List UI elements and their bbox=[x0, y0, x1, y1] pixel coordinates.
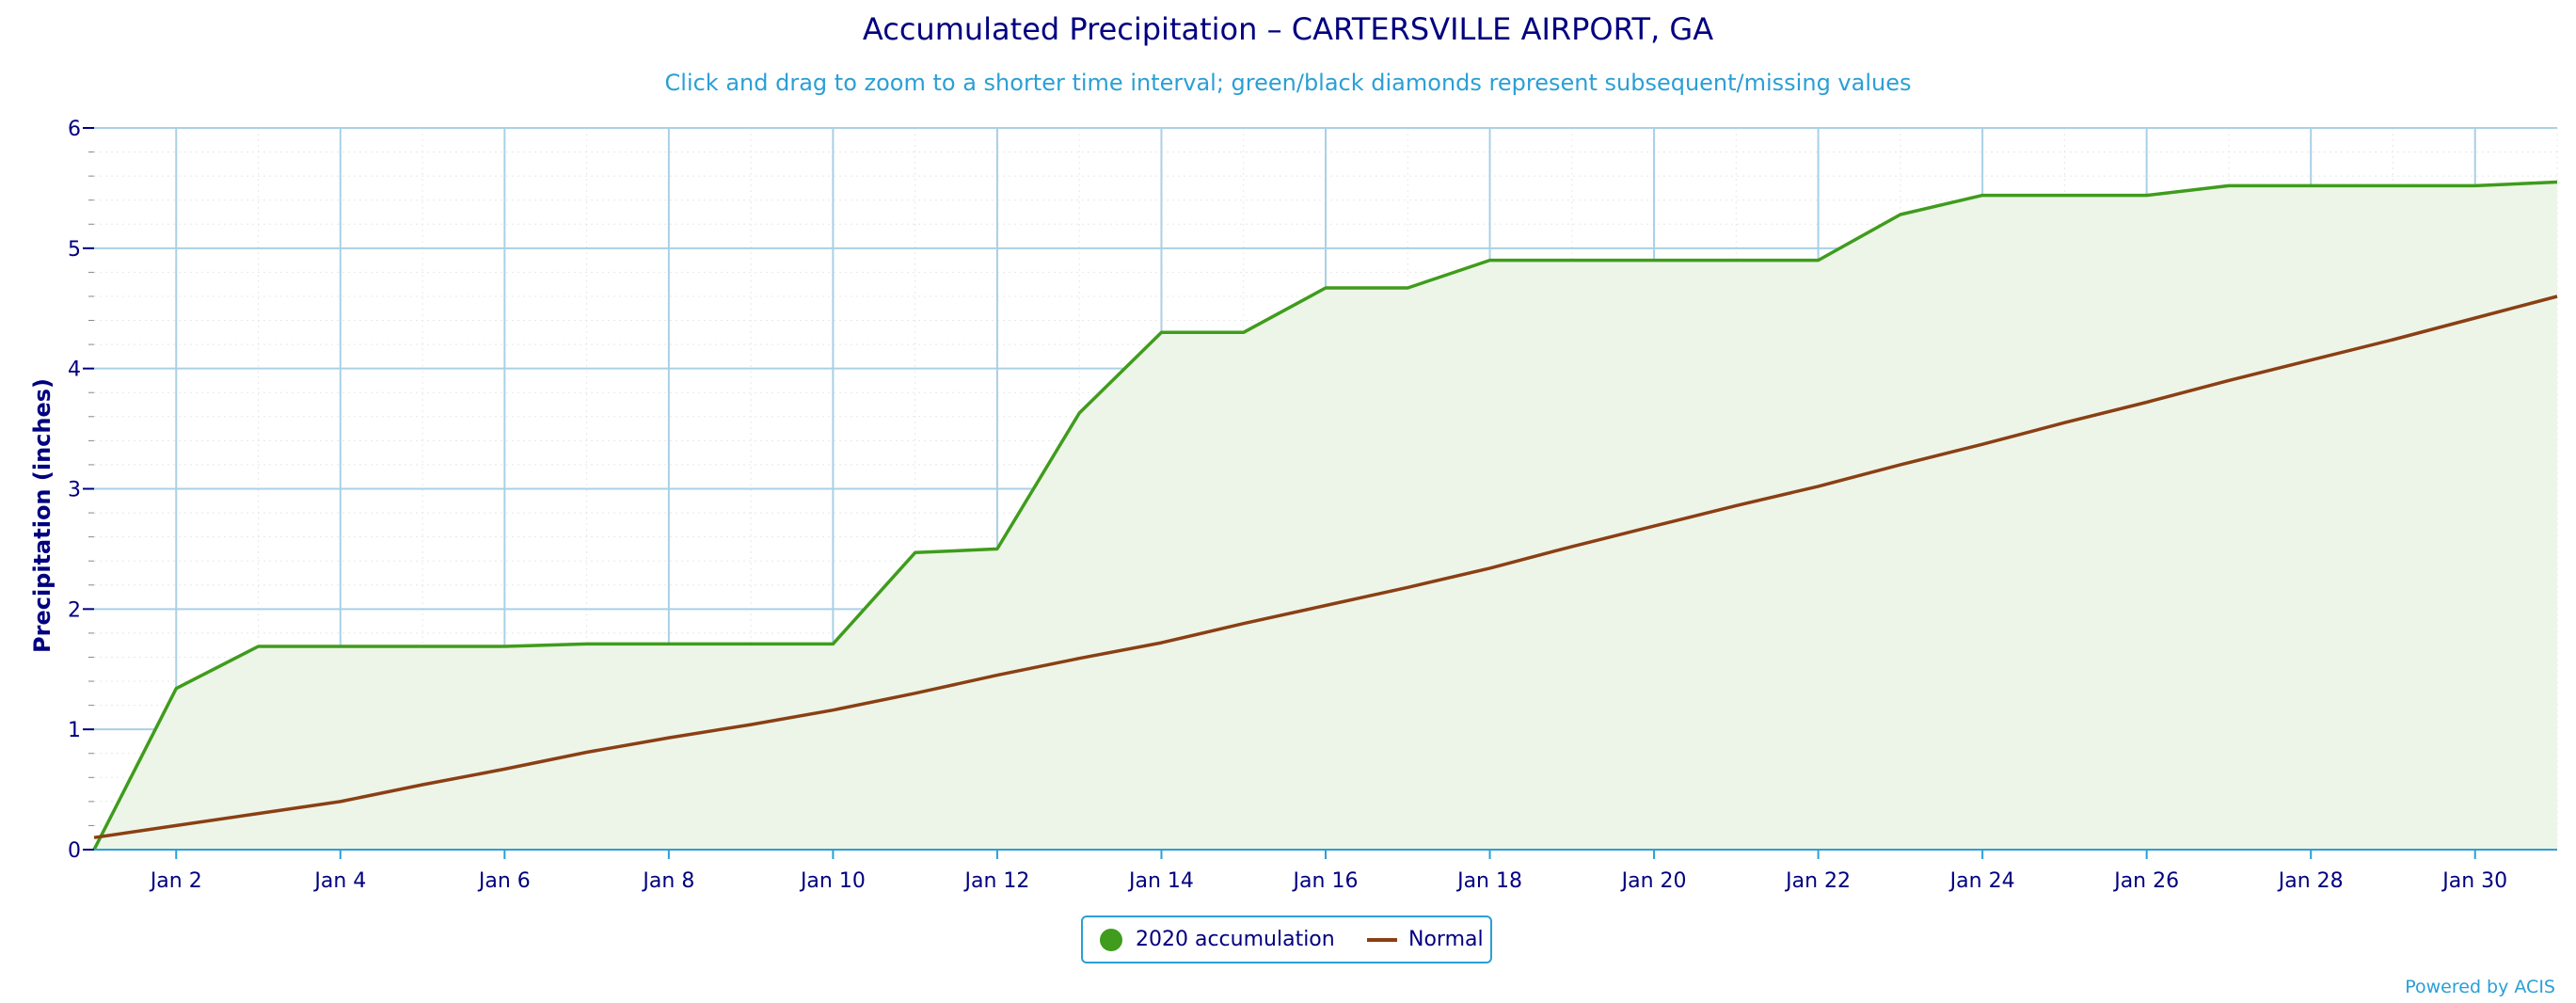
y-tick-label: 5 bbox=[68, 238, 81, 262]
series-layer bbox=[92, 180, 2558, 851]
chart-title: Accumulated Precipitation – CARTERSVILLE… bbox=[862, 11, 1714, 47]
y-tick-label: 3 bbox=[68, 479, 81, 502]
x-tick-label: Jan 2 bbox=[149, 869, 202, 893]
y-tick-label: 6 bbox=[68, 118, 81, 141]
series-area-0 bbox=[94, 182, 2557, 850]
y-axis-label: Precipitation (inches) bbox=[29, 378, 56, 653]
credit-link[interactable]: Powered by ACIS bbox=[2405, 977, 2555, 997]
legend-label-normal: Normal bbox=[1408, 928, 1484, 951]
y-tick-label: 2 bbox=[68, 598, 81, 622]
x-tick-label: Jan 24 bbox=[1948, 869, 2015, 893]
legend-item-normal[interactable]: Normal bbox=[1367, 917, 1484, 962]
x-tick-label: Jan 4 bbox=[312, 869, 366, 893]
x-tick-label: Jan 20 bbox=[1620, 869, 1687, 893]
x-tick-label: Jan 22 bbox=[1784, 869, 1851, 893]
series-line-0 bbox=[92, 180, 2558, 851]
x-tick-label: Jan 16 bbox=[1292, 869, 1359, 893]
x-tick-label: Jan 12 bbox=[962, 869, 1029, 893]
y-tick-label: 4 bbox=[68, 358, 81, 382]
x-tick-label: Jan 6 bbox=[477, 869, 531, 893]
legend: 2020 accumulation Normal bbox=[1081, 915, 1492, 963]
x-tick-label: Jan 26 bbox=[2112, 869, 2179, 893]
x-tick-label: Jan 28 bbox=[2277, 869, 2344, 893]
legend-item-accumulation[interactable]: 2020 accumulation bbox=[1100, 917, 1335, 962]
x-tick-label: Jan 14 bbox=[1127, 869, 1194, 893]
legend-marker-accumulation bbox=[1100, 928, 1122, 951]
x-tick-label: Jan 30 bbox=[2441, 869, 2507, 893]
legend-marker-normal bbox=[1367, 937, 1397, 942]
y-tick-label: 1 bbox=[68, 719, 81, 742]
x-tick-label: Jan 10 bbox=[799, 869, 866, 893]
x-tick-label: Jan 8 bbox=[641, 869, 694, 893]
x-tick-label: Jan 18 bbox=[1455, 869, 1522, 893]
legend-label-accumulation: 2020 accumulation bbox=[1136, 928, 1335, 951]
axes: 0 1 2 3 4 5 6 Jan 2 Jan 4 Jan 6 Jan 8 Jan 10 Jan 12 J… bbox=[68, 118, 2557, 893]
y-tick-label: 0 bbox=[68, 839, 81, 863]
series-line-1 bbox=[93, 295, 2558, 839]
chart-subtitle: Click and drag to zoom to a shorter time… bbox=[664, 70, 1912, 96]
